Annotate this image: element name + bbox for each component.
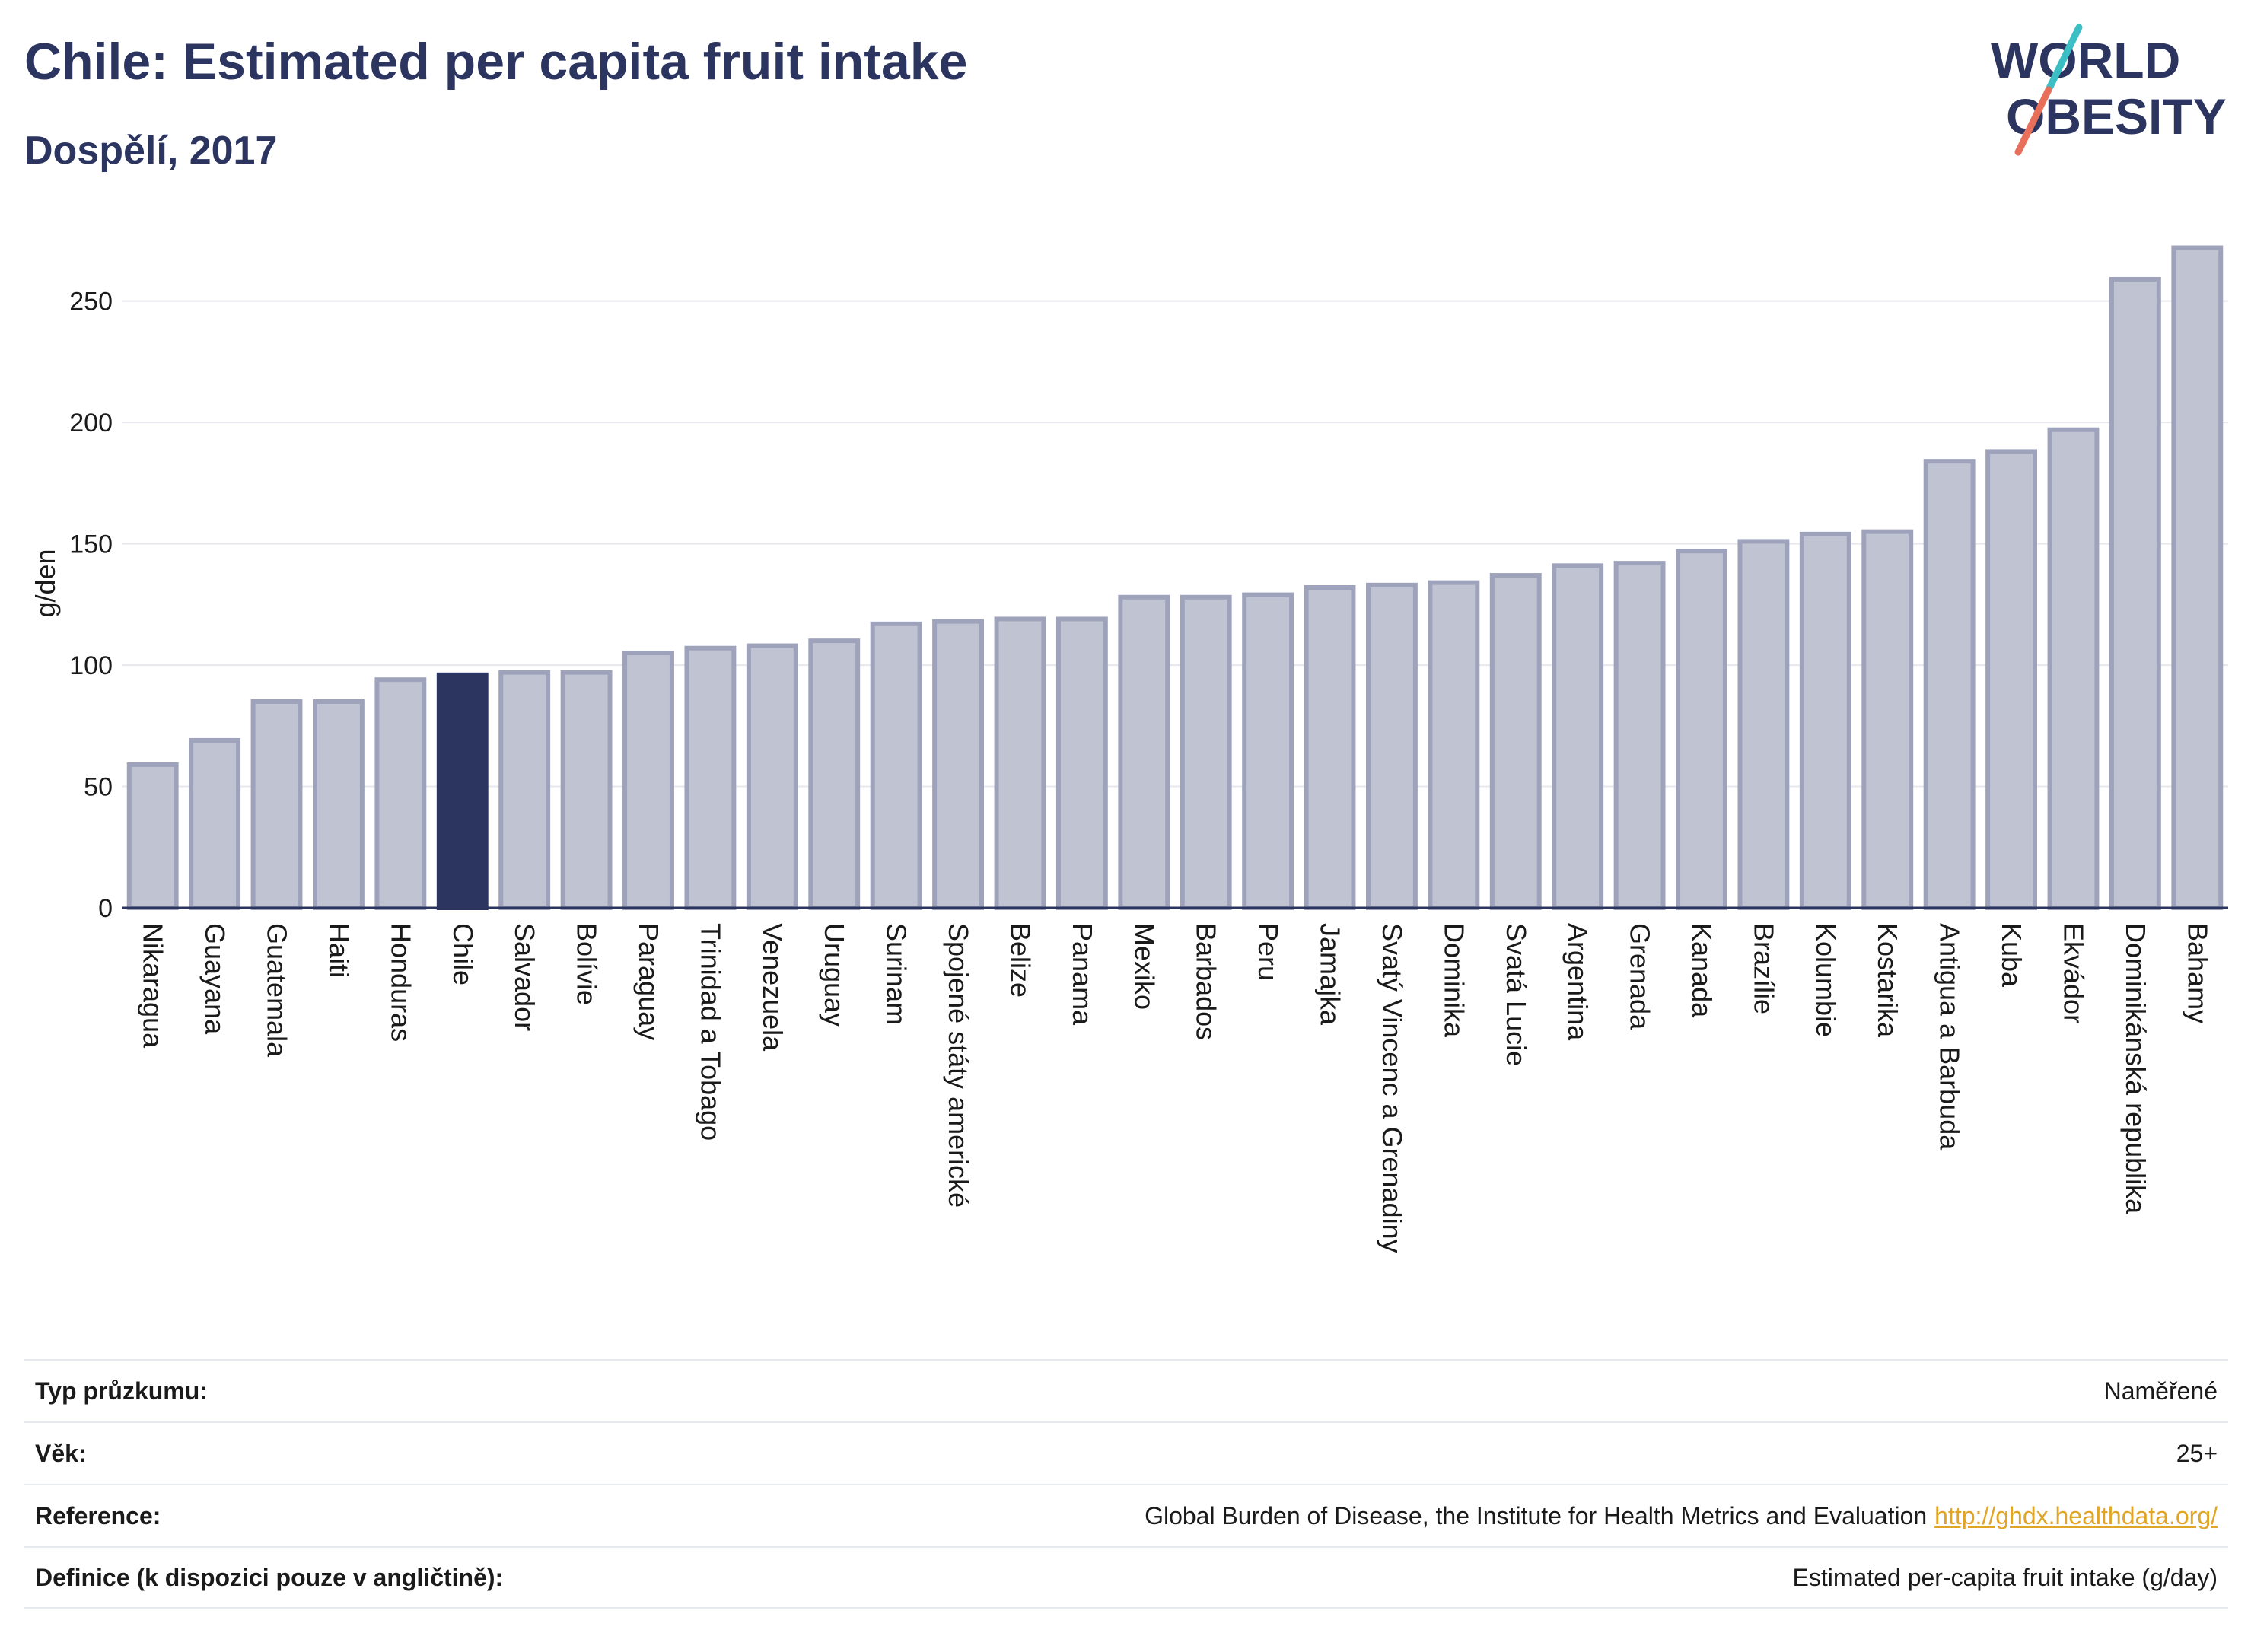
bar [1180,594,1232,910]
reference-text: Global Burden of Disease, the Institute … [1145,1501,1928,1529]
x-tick-label: Kuba [1996,923,2027,988]
world-obesity-logo: WORLD OBESITY [1991,24,2227,156]
meta-label: Definice (k dispozici pouze v angličtině… [35,1563,504,1591]
bar [1055,616,1108,910]
bar [2171,245,2224,910]
bar [436,672,489,910]
x-tick-label: Guayana [199,923,231,1035]
x-tick-label: Brazílie [1748,923,1779,1014]
bar [808,638,861,911]
bar [374,677,427,910]
bar [250,699,303,910]
bar [1118,594,1170,910]
bar [1242,592,1294,910]
x-tick-label: Antigua a Barbuda [1934,923,1966,1151]
y-tick-label: 150 [69,530,113,559]
x-tick-label: Barbados [1191,923,1222,1040]
y-tick-label: 100 [69,651,113,680]
x-tick-label: Trinidad a Tobago [695,923,726,1141]
bar [1923,459,1976,910]
chart-title: Chile: Estimated per capita fruit intake [24,33,968,91]
bar [560,670,613,910]
bar [1799,531,1851,910]
bar [1613,561,1666,910]
bar [622,651,674,910]
y-tick-label: 50 [84,773,113,802]
x-tick-label: Svatá Lucie [1501,923,1532,1066]
bar-chart: 0 50 100 150 200 250 g/den Nikaragua Guayana Guat… [30,245,2228,1253]
chart-subtitle: Dospělí, 2017 [24,129,278,173]
x-tick-label: Panama [1067,923,1098,1026]
bar [126,762,179,911]
x-tick-label: Guatemala [262,923,293,1058]
bar [2109,276,2161,911]
meta-row-reference: Reference: Global Burden of Disease, the… [24,1484,2228,1546]
y-axis-label: g/den [30,549,61,617]
y-tick-label: 250 [69,288,113,317]
logo-line1: WORLD [1991,32,2180,88]
meta-label: Typ průzkumu: [35,1377,208,1405]
bar [313,699,365,910]
bar [1552,563,1604,911]
bar [1676,549,1727,910]
x-tick-label: Dominikánská republika [2120,923,2151,1214]
bar [189,737,241,910]
meta-value: Naměřené [2103,1377,2218,1405]
x-tick-label: Dominika [1438,923,1469,1038]
metadata-table: Typ průzkumu: Naměřené Věk: 25+ Referenc… [24,1359,2228,1609]
bar [1304,585,1356,910]
x-tick-label: Bahamy [2182,923,2213,1023]
x-tick-label: Argentina [1562,923,1594,1041]
bar [994,616,1046,910]
bar [932,619,984,911]
x-tick-label: Svatý Vincenc a Grenadiny [1377,923,1408,1253]
bar [746,643,798,910]
meta-value: 25+ [2176,1439,2218,1467]
x-tick-label: Haiti [323,923,355,978]
bar [1985,449,2037,910]
x-tick-label: Uruguay [819,923,850,1027]
x-tick-label: Jamajka [1315,923,1346,1026]
x-tick-label: Kanada [1686,923,1718,1018]
bar [1737,539,1790,910]
y-tick-label: 200 [69,409,113,438]
bar [2047,427,2100,910]
x-tick-label: Peru [1253,923,1284,981]
x-tick-label: Spojené státy americké [943,923,974,1208]
y-tick-label: 0 [98,894,113,923]
x-tick-label: Ekvádor [2058,923,2089,1023]
x-tick-label: Belize [1005,923,1036,998]
bar [1366,582,1418,910]
x-tick-label: Venezuela [757,923,788,1052]
bar [1489,573,1542,910]
x-tick-label: Surinam [881,923,912,1025]
x-tick-label: Kostarika [1872,923,1903,1038]
meta-row-age: Věk: 25+ [24,1421,2228,1484]
bar [1428,580,1480,911]
bar [498,670,551,910]
logo-slash-teal [2045,24,2083,94]
meta-label: Věk: [35,1439,87,1467]
meta-row-survey-type: Typ průzkumu: Naměřené [24,1359,2228,1421]
x-tick-label: Honduras [385,923,416,1042]
meta-value: Estimated per-capita fruit intake (g/day… [1792,1563,2218,1591]
x-tick-label: Salvador [509,923,540,1031]
bar [1861,529,1914,910]
x-tick-label: Grenada [1625,923,1656,1030]
meta-value-reference: Global Burden of Disease, the Institute … [1145,1502,2218,1530]
x-tick-label: Paraguay [633,923,664,1040]
x-tick-label: Bolívie [572,923,603,1005]
bar [684,645,737,910]
bar [870,621,922,910]
x-tick-label: Mexiko [1129,923,1160,1010]
x-tick-label: Nikaragua [138,923,169,1049]
x-tick-label: Chile [447,923,479,985]
logo-slash-coral [2014,86,2052,156]
meta-row-definition: Definice (k dispozici pouze v angličtině… [24,1546,2228,1609]
reference-link[interactable]: http://ghdx.healthdata.org/ [1934,1501,2218,1529]
meta-label: Reference: [35,1501,161,1529]
x-tick-label: Kolumbie [1810,923,1842,1037]
